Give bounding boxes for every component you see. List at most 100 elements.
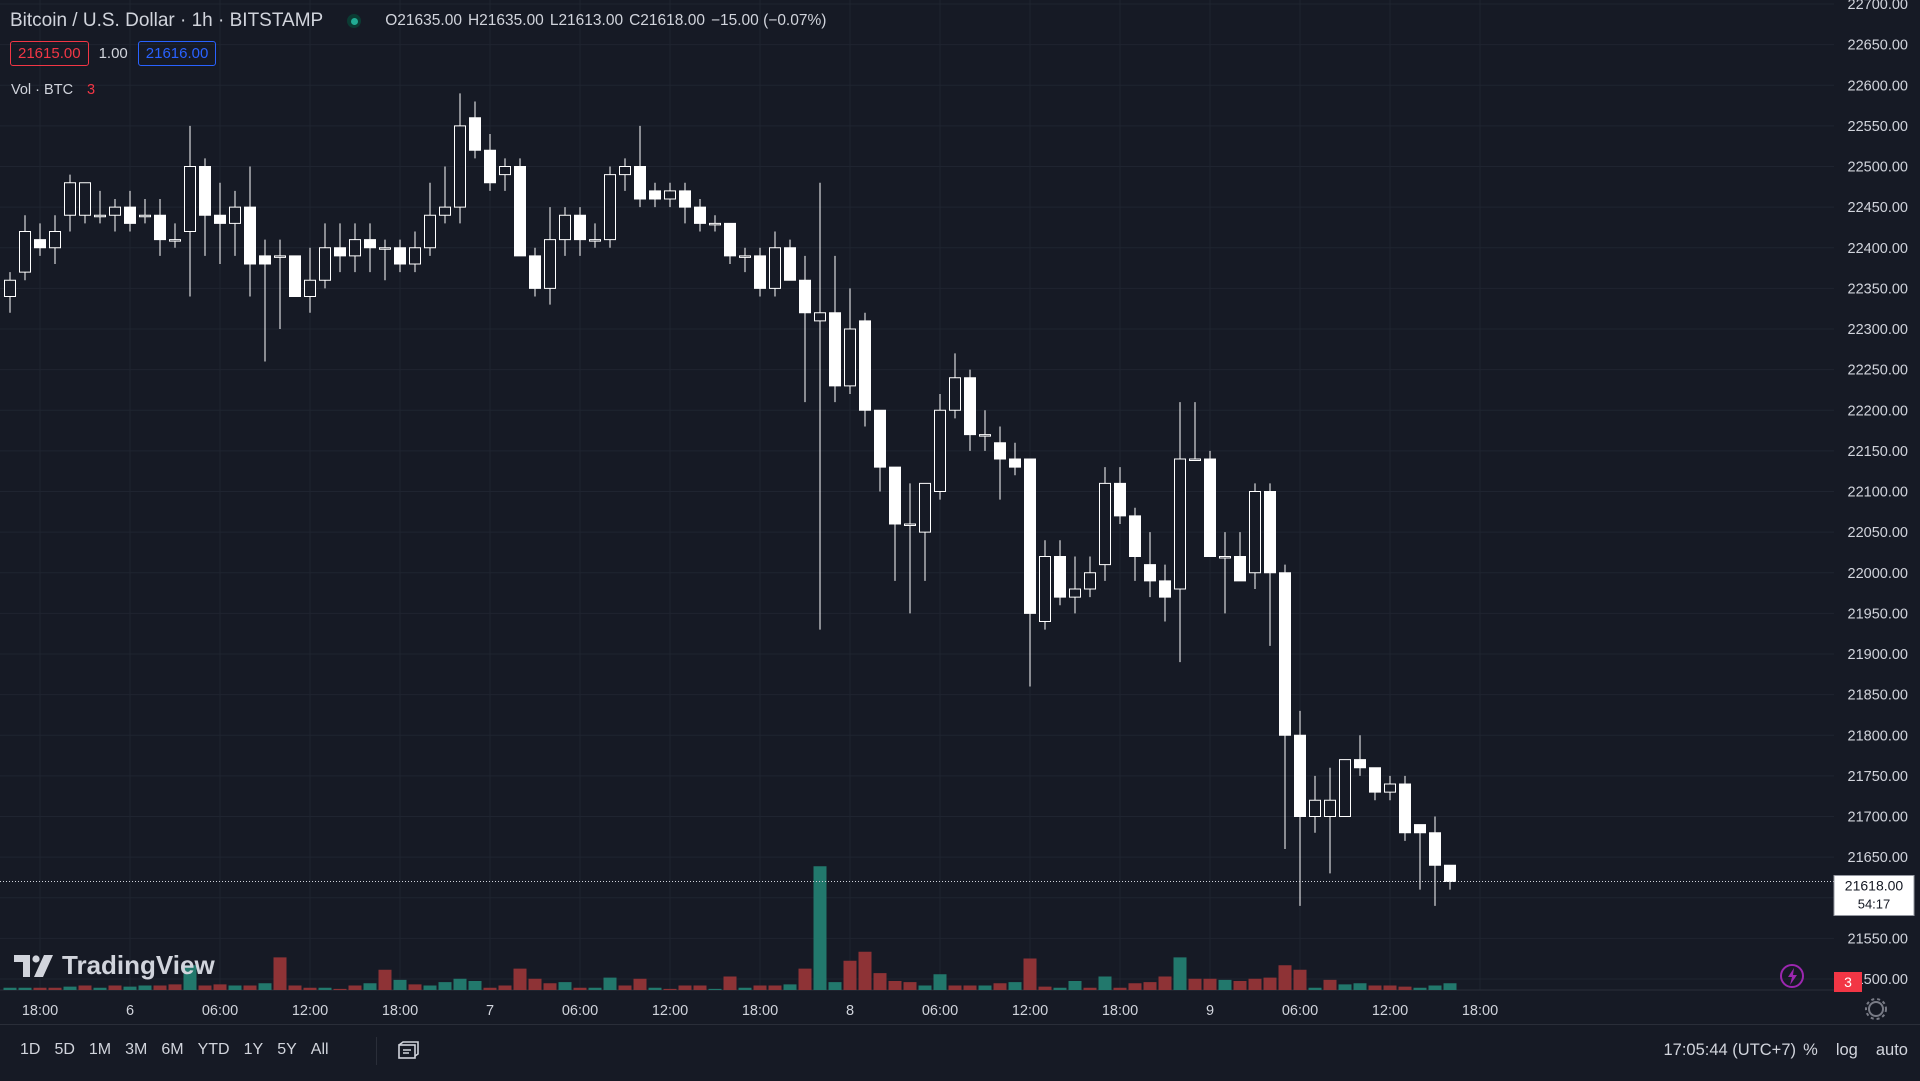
- symbol-title[interactable]: Bitcoin / U.S. Dollar · 1h · BITSTAMP: [10, 10, 324, 31]
- volume-bar: [573, 987, 587, 990]
- range-button-ytd[interactable]: YTD: [197, 1041, 230, 1058]
- volume-legend[interactable]: Vol · BTC 3: [11, 82, 95, 98]
- candle-body: [874, 409, 886, 468]
- alert-count-badge[interactable]: 3: [1834, 972, 1862, 992]
- price-tick-label: 22500.00: [1848, 160, 1908, 176]
- volume-bar: [663, 988, 677, 990]
- candle-body: [934, 409, 946, 492]
- volume-bar: [1173, 957, 1187, 990]
- live-dot-icon: [347, 14, 362, 28]
- sell-price-button[interactable]: 21615.00: [10, 41, 89, 66]
- candle-body: [964, 377, 976, 436]
- volume-bar: [183, 965, 197, 990]
- log-toggle[interactable]: log: [1835, 1041, 1858, 1059]
- price-tick-label: 22050.00: [1848, 525, 1908, 541]
- price-tick-label: 22400.00: [1848, 241, 1908, 257]
- price-tick-label: 21950.00: [1848, 606, 1908, 622]
- volume-bar: [588, 987, 602, 990]
- candle-body: [844, 328, 856, 387]
- price-tick-label: 21750.00: [1848, 769, 1908, 785]
- candle-body: [199, 166, 211, 216]
- volume-bar: [348, 985, 362, 990]
- range-button-5y[interactable]: 5Y: [277, 1041, 297, 1058]
- volume-bar: [333, 988, 347, 990]
- candle-body: [19, 231, 31, 273]
- volume-bar: [783, 984, 797, 990]
- volume-bar: [393, 979, 407, 990]
- candle-body: [124, 206, 136, 224]
- volume-bar: [213, 984, 227, 990]
- volume-bar: [258, 983, 272, 990]
- range-button-1y[interactable]: 1Y: [243, 1041, 264, 1058]
- range-button-1d[interactable]: 1D: [20, 1041, 41, 1058]
- volume-bar: [858, 951, 872, 990]
- lightning-icon[interactable]: [1780, 964, 1804, 988]
- volume-bar: [543, 983, 557, 990]
- candle-body: [904, 523, 916, 526]
- volume-bar: [678, 985, 692, 990]
- candle-body: [499, 166, 511, 176]
- volume-bar: [483, 987, 497, 990]
- candle-body: [1039, 556, 1051, 622]
- time-tick-label: 6: [126, 1003, 134, 1019]
- buy-price-button[interactable]: 21616.00: [137, 41, 217, 66]
- time-tick-label: 06:00: [1282, 1003, 1318, 1019]
- range-button-3m[interactable]: 3M: [125, 1041, 148, 1058]
- price-axis[interactable]: 22700.00 22650.00 22600.00 22550.00 22500.00…: [1848, 0, 1908, 988]
- auto-toggle[interactable]: auto: [1875, 1041, 1908, 1059]
- candle-body: [334, 247, 346, 257]
- time-axis[interactable]: 18:00 6 06:00 12:00 18:00 7 06:00 12:00 18:00 8 06…: [22, 1003, 1498, 1019]
- candle-body: [1069, 588, 1081, 598]
- candle-body: [364, 239, 376, 249]
- candle-body: [109, 206, 121, 216]
- scale-toggles: % log auto: [1803, 1041, 1908, 1060]
- time-tick-label: 18:00: [382, 1003, 418, 1019]
- percent-toggle[interactable]: %: [1803, 1041, 1818, 1059]
- clock-timezone[interactable]: 17:05:44 (UTC+7): [1663, 1041, 1796, 1059]
- time-tick-label: 12:00: [1372, 1003, 1408, 1019]
- candle-body: [1084, 572, 1096, 590]
- price-tick-label: 21800.00: [1848, 728, 1908, 744]
- open-value: O21635.00: [385, 12, 462, 29]
- candle-body: [709, 222, 721, 226]
- range-button-1m[interactable]: 1M: [88, 1041, 112, 1058]
- tradingview-logo[interactable]: TradingView: [14, 950, 215, 981]
- candle-body: [49, 231, 61, 249]
- volume-bar: [198, 985, 212, 990]
- volume-bar: [108, 985, 122, 990]
- price-chart[interactable]: 22700.00 22650.00 22600.00 22550.00 22500.00…: [0, 0, 1920, 1024]
- volume-bar: [888, 981, 902, 990]
- candle-body: [319, 247, 331, 281]
- candle-body: [1054, 556, 1066, 598]
- volume-bar: [723, 976, 737, 990]
- candle-body: [544, 239, 556, 289]
- volume-bar: [1098, 976, 1112, 990]
- range-button-5d[interactable]: 5D: [54, 1041, 75, 1058]
- last-price-value: 21618.00: [1845, 878, 1904, 894]
- settings-gear-icon[interactable]: [1865, 998, 1887, 1020]
- compare-icon[interactable]: [396, 1039, 420, 1063]
- candle-body: [4, 279, 16, 297]
- candle-body: [829, 312, 841, 387]
- candle-body: [1099, 482, 1111, 566]
- volume-bar: [798, 968, 812, 990]
- candle-body: [1384, 783, 1396, 793]
- time-tick-label: 8: [846, 1003, 854, 1019]
- volume-bar: [558, 982, 572, 990]
- range-button-6m[interactable]: 6M: [161, 1041, 184, 1058]
- candle-body: [979, 434, 991, 437]
- volume-bar: [1038, 986, 1052, 990]
- volume-bar: [873, 973, 887, 990]
- price-tick-label: 22450.00: [1848, 200, 1908, 216]
- volume-bar: [78, 985, 92, 990]
- range-button-all[interactable]: All: [310, 1041, 329, 1058]
- volume-bar: [903, 982, 917, 990]
- tradingview-logo-icon: [14, 954, 53, 977]
- candle-body: [349, 239, 361, 257]
- volume-bar: [228, 985, 242, 990]
- candle-body: [1234, 556, 1246, 582]
- volume-bar: [63, 986, 77, 990]
- candle-body: [184, 166, 196, 232]
- volume-bar: [138, 985, 152, 990]
- volume-bar: [303, 987, 317, 990]
